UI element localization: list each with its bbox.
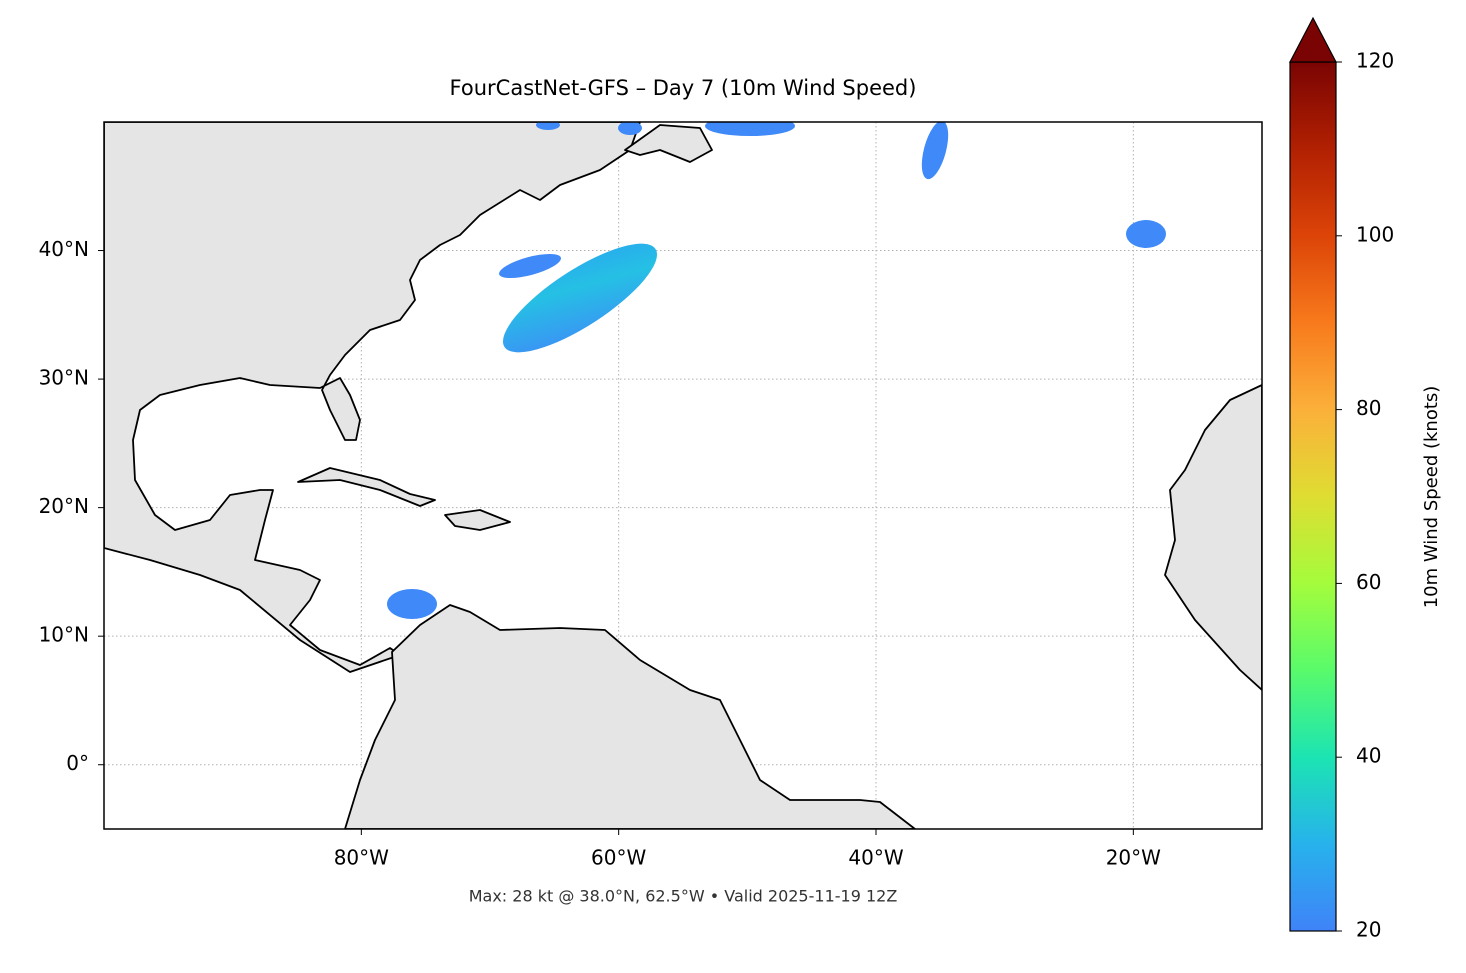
colorbar-tick-label: 80: [1356, 396, 1381, 420]
subtitle: Max: 28 kt @ 38.0°N, 62.5°W • Valid 2025…: [469, 887, 898, 906]
newfoundland: [624, 124, 713, 163]
wind-area: [705, 122, 795, 136]
map: [104, 122, 1262, 829]
y-tick-label: 20°N: [39, 494, 89, 518]
wind-area: [502, 243, 658, 353]
colorbar-extend: [1289, 16, 1337, 63]
north-central-america: [104, 122, 641, 673]
x-tick-label: 60°W: [591, 846, 646, 870]
wind-area: [1126, 220, 1166, 248]
cuba: [297, 467, 436, 507]
hispaniola: [444, 509, 511, 531]
colorbar: [1289, 61, 1337, 932]
x-tick-label: 80°W: [334, 846, 389, 870]
colorbar-tick-label: 60: [1356, 570, 1381, 594]
land: [104, 122, 1262, 829]
x-tick-label: 20°W: [1106, 846, 1161, 870]
y-tick-label: 0°: [66, 751, 89, 775]
wind-field: [387, 122, 1166, 619]
colorbar-label: 10m Wind Speed (knots): [1421, 386, 1442, 609]
wind-area: [499, 253, 561, 279]
africa: [1164, 384, 1262, 691]
map-frame: [103, 121, 1263, 830]
chart-title: FourCastNet-GFS – Day 7 (10m Wind Speed): [450, 76, 917, 100]
x-tick-label: 40°W: [848, 846, 903, 870]
colorbar-tick-label: 100: [1356, 222, 1394, 246]
y-tick-label: 40°N: [39, 237, 89, 261]
colorbar-tick-label: 120: [1356, 49, 1394, 73]
south-america: [344, 604, 916, 829]
wind-area: [618, 122, 642, 135]
colorbar-tick-label: 20: [1356, 918, 1381, 942]
wind-area: [536, 122, 560, 130]
y-tick-label: 30°N: [39, 366, 89, 390]
y-tick-label: 10°N: [39, 623, 89, 647]
wind-area: [387, 589, 437, 619]
wind-area: [921, 122, 949, 180]
colorbar-tick-label: 40: [1356, 744, 1381, 768]
